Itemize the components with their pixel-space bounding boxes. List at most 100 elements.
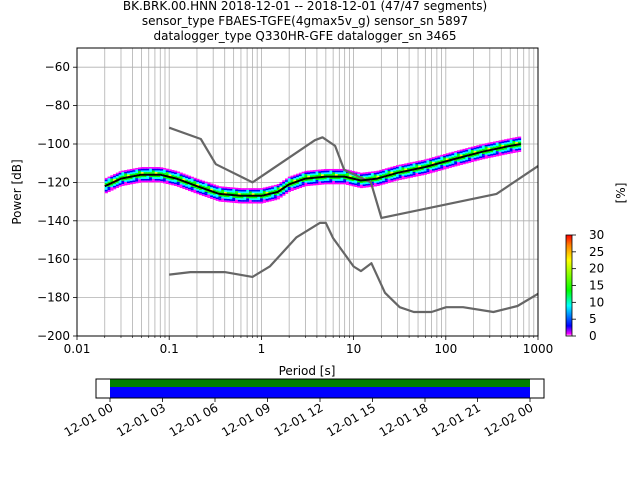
histogram-cell — [124, 183, 128, 186]
histogram-cell — [373, 179, 377, 182]
histogram-cell — [254, 191, 258, 194]
histogram-cell — [390, 180, 394, 183]
histogram-cell — [235, 192, 239, 195]
histogram-cell — [479, 144, 483, 147]
histogram-cell — [168, 174, 172, 177]
histogram-cell — [298, 177, 303, 180]
histogram-cell — [420, 171, 425, 174]
x-tick-label: 1000 — [523, 342, 554, 356]
histogram-cell — [334, 177, 339, 180]
histogram-cell — [465, 153, 469, 155]
histogram-cell — [506, 142, 511, 144]
y-axis-ticks: −60 −80 −100 −120 −140 −160 −180 −200 — [37, 60, 77, 343]
histogram-cell — [337, 180, 341, 183]
histogram-cell — [298, 172, 303, 175]
histogram-cell — [237, 196, 242, 199]
histogram-cell — [199, 189, 203, 192]
histogram-cell — [315, 173, 319, 175]
histogram-cell — [490, 154, 494, 156]
histogram-cell — [504, 140, 508, 143]
histogram-cell — [465, 160, 469, 162]
histogram-cell — [168, 177, 172, 180]
histogram-cell — [276, 192, 280, 195]
histogram-cell — [115, 181, 120, 183]
histogram-cell — [412, 170, 416, 172]
histogram-cell — [415, 162, 419, 165]
histogram-cell — [307, 172, 311, 174]
histogram-cell — [390, 166, 394, 169]
histogram-cell — [409, 172, 413, 175]
histogram-cell — [498, 143, 502, 146]
histogram-cell — [354, 176, 358, 179]
histogram-cell — [382, 169, 386, 171]
histogram-cell — [235, 199, 239, 202]
histogram-cell — [187, 175, 192, 178]
histogram-cell — [321, 170, 325, 173]
histogram-cell — [315, 169, 319, 172]
histogram-cell — [126, 179, 131, 182]
histogram-cell — [140, 175, 144, 178]
histogram-cell — [271, 199, 275, 201]
histogram-cell — [149, 167, 153, 169]
histogram-cell — [506, 138, 511, 141]
histogram-cell — [235, 198, 239, 200]
histogram-cell — [332, 179, 336, 181]
histogram-cell — [420, 173, 425, 176]
histogram-cell — [304, 184, 308, 187]
histogram-cell — [359, 181, 364, 183]
histogram-cell — [384, 181, 389, 184]
histogram-cell — [323, 179, 328, 181]
histogram-cell — [268, 196, 272, 199]
histogram-cell — [495, 144, 499, 147]
histogram-cell — [132, 171, 136, 174]
histogram-cell — [296, 185, 300, 188]
histogram-cell — [312, 178, 316, 181]
histogram-cell — [393, 176, 397, 178]
histogram-cell — [481, 143, 486, 146]
histogram-cell — [110, 175, 114, 177]
histogram-cell — [346, 181, 350, 184]
histogram-cell — [204, 193, 208, 196]
histogram-cell — [501, 144, 505, 147]
histogram-cell — [113, 179, 117, 181]
histogram-cell — [151, 167, 156, 169]
histogram-cell — [501, 139, 505, 142]
histogram-cell — [440, 165, 444, 167]
histogram-cell — [254, 201, 258, 204]
histogram-cell — [212, 194, 217, 197]
histogram-cell — [138, 169, 142, 171]
histogram-cell — [318, 179, 322, 182]
histogram-cell — [190, 190, 194, 193]
histogram-cell — [512, 141, 516, 143]
histogram-cell — [420, 161, 425, 164]
histogram-cell — [298, 182, 303, 185]
histogram-cell — [273, 198, 278, 201]
histogram-cell — [104, 188, 108, 190]
histogram-cell — [409, 175, 413, 178]
histogram-cell — [262, 190, 267, 193]
histogram-cell — [454, 161, 458, 163]
histogram-cell — [390, 176, 394, 179]
histogram-cell — [337, 172, 341, 175]
histogram-cell — [193, 188, 197, 190]
colorbar-tick-label: 20 — [589, 262, 604, 276]
histogram-cell — [365, 182, 369, 185]
histogram-cell — [432, 162, 436, 164]
histogram-cell — [246, 196, 250, 199]
histogram-cell — [107, 181, 111, 184]
histogram-cell — [315, 178, 319, 181]
histogram-cell — [265, 188, 269, 191]
histogram-cell — [229, 199, 233, 201]
histogram-cell — [262, 199, 267, 202]
histogram-cell — [304, 181, 308, 183]
histogram-cell — [210, 192, 214, 194]
histogram-cell — [401, 164, 405, 166]
histogram-cell — [468, 161, 472, 163]
histogram-cell — [476, 150, 480, 153]
histogram-cell — [237, 193, 242, 195]
histogram-cell — [138, 179, 142, 182]
histogram-cell — [329, 182, 333, 185]
histogram-cell — [204, 181, 208, 184]
histogram-cell — [404, 163, 408, 166]
histogram-cell — [251, 193, 255, 195]
